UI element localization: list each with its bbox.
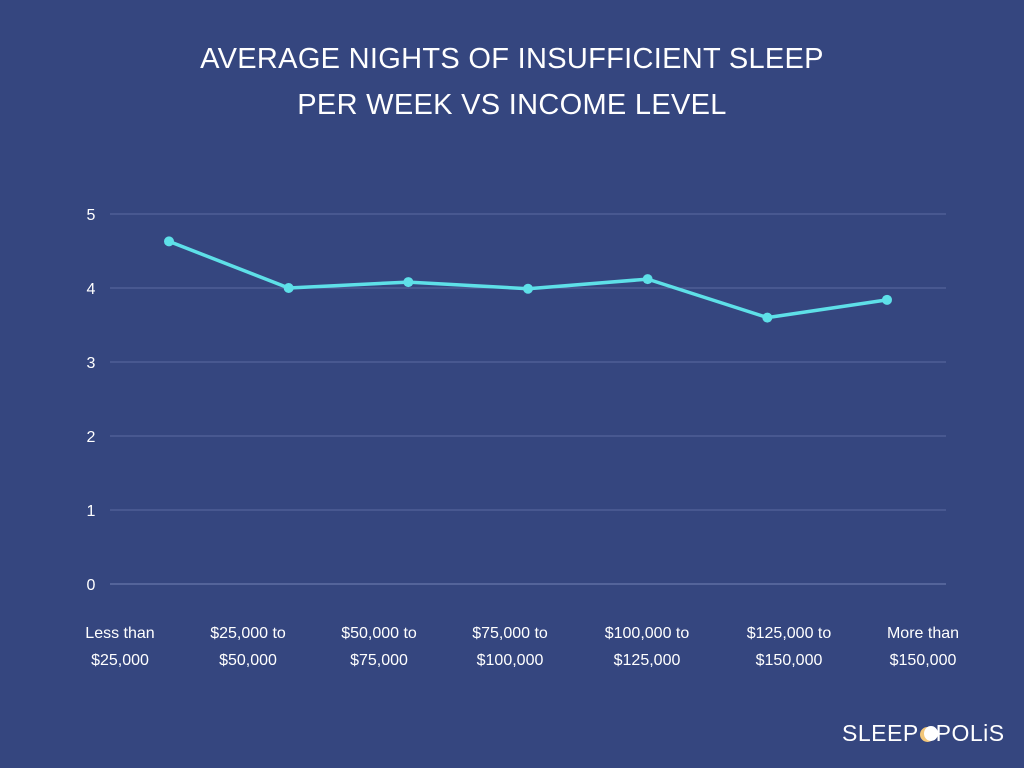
x-tick-label: $150,000 <box>890 652 957 669</box>
y-tick-label: 5 <box>87 207 96 224</box>
x-tick-label: $150,000 <box>756 652 823 669</box>
data-point <box>164 236 174 247</box>
x-tick-label: $50,000 to <box>341 625 417 642</box>
x-tick-label: $125,000 <box>614 652 681 669</box>
x-tick-label: $100,000 <box>477 652 544 669</box>
x-tick-label: $25,000 to <box>210 625 286 642</box>
y-tick-label: 1 <box>87 503 96 520</box>
chart-title-line-2: PER WEEK VS INCOME LEVEL <box>297 89 727 121</box>
data-point <box>882 294 892 305</box>
logo-text-part: POLiS <box>935 720 1005 746</box>
x-tick-label: $50,000 <box>219 652 277 669</box>
y-tick-label: 2 <box>87 429 96 446</box>
x-tick-label: Less than <box>85 625 154 642</box>
data-point <box>642 274 653 285</box>
x-tick-label: $100,000 to <box>605 625 690 642</box>
data-point <box>762 312 773 323</box>
data-point <box>523 283 533 294</box>
x-tick-label: $25,000 <box>91 652 149 669</box>
y-tick-label: 0 <box>87 577 96 594</box>
x-tick-label: $125,000 to <box>747 625 832 642</box>
sleepopolis-logo: SLEEP POLiS <box>842 720 1005 747</box>
y-tick-label: 3 <box>87 355 96 372</box>
x-tick-label: $75,000 <box>350 652 408 669</box>
data-point <box>403 277 414 288</box>
chart-title: AVERAGE NIGHTS OF INSUFFICIENT SLEEP PER… <box>0 36 1024 128</box>
moon-icon <box>919 726 938 742</box>
logo-text-part: SLEEP <box>842 720 919 746</box>
data-point <box>283 283 294 293</box>
y-tick-label: 4 <box>87 281 96 298</box>
x-tick-label: $75,000 to <box>472 625 548 642</box>
chart-title-line-1: AVERAGE NIGHTS OF INSUFFICIENT SLEEP <box>200 43 824 75</box>
x-tick-label: More than <box>887 625 959 642</box>
series-line <box>168 239 888 320</box>
